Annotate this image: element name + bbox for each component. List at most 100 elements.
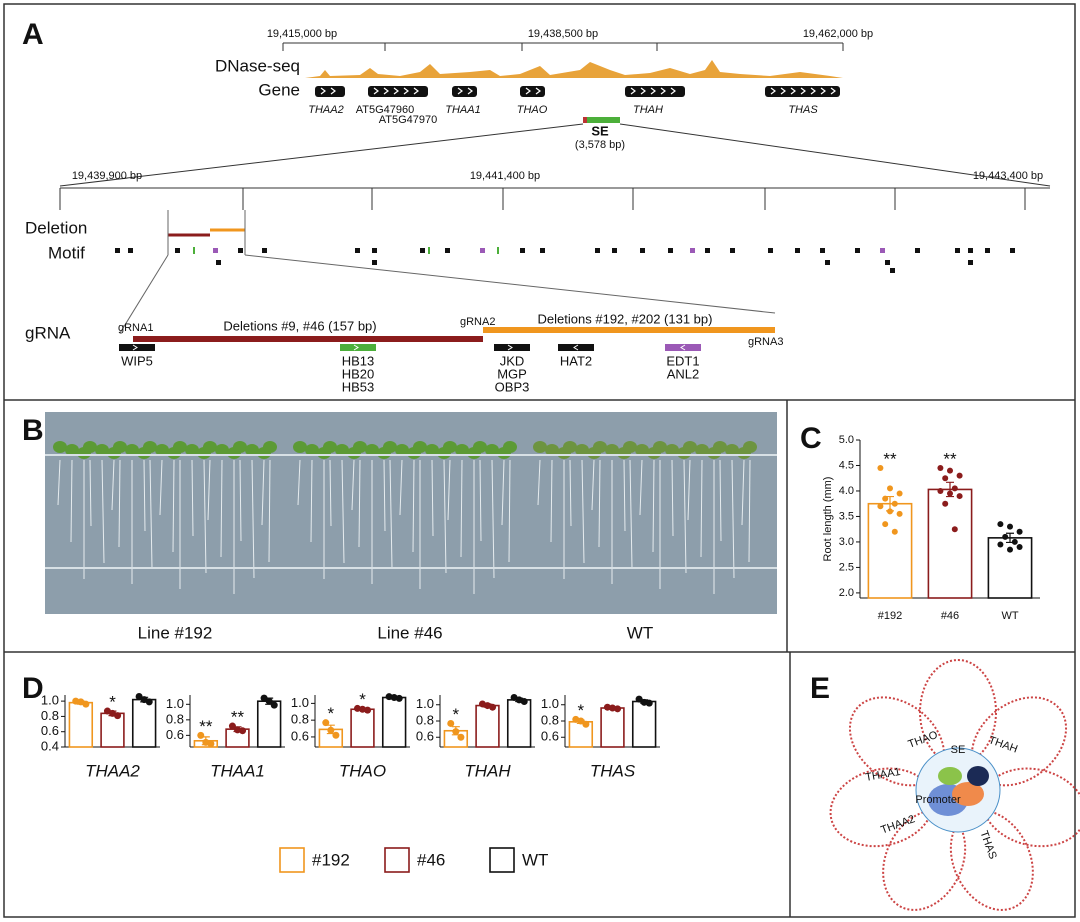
gene-label: THAH [633,104,663,116]
data-point [635,695,643,703]
motif-arrow [132,344,138,351]
motif [730,248,735,253]
motif [855,248,860,253]
line [748,459,751,563]
y-tick-label: 0.8 [416,712,434,727]
seedling [335,444,349,456]
motif [213,248,218,253]
seedling [185,444,199,456]
significance: ** [199,717,213,736]
seedling [623,441,637,453]
line [741,459,745,526]
data-point [327,726,335,734]
gene-arrow [770,87,776,95]
motif [795,248,800,253]
data-point [1011,538,1018,545]
line [70,459,73,543]
gene-arrow [830,87,836,95]
data-point [577,717,585,725]
deletion-label: Deletions #192, #202 (131 bp) [538,311,713,326]
motif [768,248,773,253]
line [172,459,175,553]
motif [128,248,133,253]
data-point [582,720,590,728]
gene-arrow [413,87,419,95]
seedling [245,444,259,456]
seedling [305,444,319,456]
data-point [877,503,884,510]
gene-arrow [670,87,676,95]
y-tick-label: 3.0 [839,536,854,548]
data-point [951,526,958,533]
gene-arrow [640,87,646,95]
seedling [215,444,229,456]
y-tick-label: 4.0 [839,485,854,497]
gene-arrow [467,87,473,95]
seedling [635,444,649,456]
motif [262,248,267,253]
line [623,459,626,532]
seedling [113,441,127,453]
seedling [563,441,577,453]
data-point [489,703,497,711]
significance: * [578,701,585,720]
motif-label: OBP3 [495,379,530,394]
x-tick-label: WT [1001,610,1018,622]
line [537,459,541,506]
data-point [882,521,889,528]
seedling [665,444,679,456]
y-tick-label: 0.8 [541,712,559,727]
seedling [725,444,739,456]
gene-arrow [525,87,531,95]
line [351,459,355,511]
line [261,459,265,526]
seedling [65,444,79,456]
motif [372,260,377,265]
motif [497,247,499,254]
line [389,459,393,569]
scale-label: 19,441,400 bp [470,170,540,182]
y-tick-label: 4.5 [839,459,854,471]
line [569,459,572,527]
line [700,459,703,558]
motif-label: HB53 [342,379,375,394]
data-point [937,465,944,472]
bar [350,708,375,748]
motif [540,248,545,253]
data-point [452,728,460,736]
line [719,459,722,542]
y-tick-label: 1.0 [416,696,434,711]
motif [216,260,221,265]
panel-label: E [810,672,830,705]
data-point [614,705,622,713]
line [598,459,601,548]
scale-label: 19,443,400 bp [973,170,1043,182]
line-label: Line #192 [138,623,213,642]
seedling [713,441,727,453]
gene [520,86,545,97]
motif [705,248,710,253]
legend-label: #46 [417,850,445,869]
bar [867,502,913,599]
seedling [323,441,337,453]
y-tick-label: 0.8 [41,708,59,723]
line [329,459,332,527]
line [101,459,105,564]
line [149,459,153,569]
bar [631,700,657,748]
motif-label: EDT1 [666,353,699,368]
legend-swatch [384,847,410,873]
data-point [145,698,153,706]
y-tick-label: 1.0 [291,695,309,710]
line [683,459,687,574]
motif-label: HAT2 [560,353,592,368]
line [310,459,313,543]
line [220,459,223,558]
seedling [683,441,697,453]
bar [256,700,282,748]
y-tick-label: 2.0 [839,587,854,599]
motif [238,248,243,253]
data-point [395,694,403,702]
motif [668,248,673,253]
y-tick-label: 0.6 [166,727,184,742]
